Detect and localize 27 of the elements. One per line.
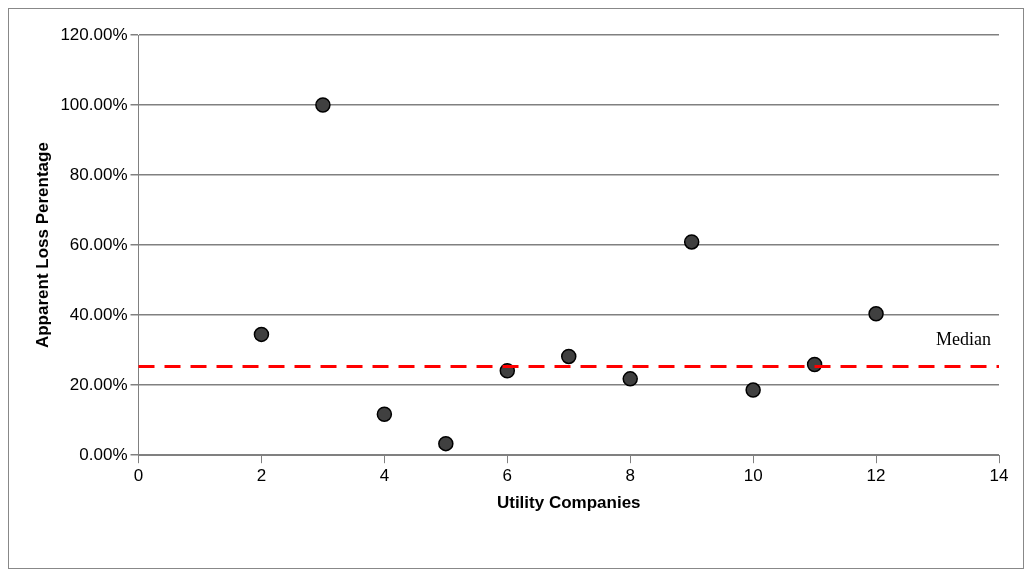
point <box>253 326 270 343</box>
point <box>376 406 393 422</box>
x-tick-label: 8 <box>625 466 635 486</box>
point <box>683 234 700 250</box>
point <box>561 348 577 365</box>
point <box>438 435 454 452</box>
x-tick-label: 14 <box>989 466 1009 486</box>
point <box>622 371 638 387</box>
x-axis-title: Utility Companies <box>496 493 641 513</box>
x-tick-label: 10 <box>743 466 763 486</box>
x-tick-label: 2 <box>256 466 267 486</box>
y-tick-label: 20.00% <box>69 374 128 394</box>
y-tick-label: 100.00% <box>60 94 128 114</box>
y-axis-title: Apparent Loss Perentage <box>32 142 52 349</box>
ref-line-label: Median <box>936 328 991 349</box>
y-tick-label: 120.00% <box>60 24 128 44</box>
x-tick-label: 12 <box>866 466 886 486</box>
x-tick-label: 6 <box>502 466 513 486</box>
point <box>745 382 761 398</box>
x-tick-label: 4 <box>379 466 390 486</box>
y-tick-label: 60.00% <box>69 234 128 254</box>
point <box>315 97 331 113</box>
y-tick-label: 80.00% <box>69 164 128 184</box>
x-tick-label: 0 <box>133 466 144 486</box>
y-tick-label: 40.00% <box>69 304 128 324</box>
point <box>868 305 884 322</box>
y-tick-label: 0.00% <box>79 444 128 464</box>
